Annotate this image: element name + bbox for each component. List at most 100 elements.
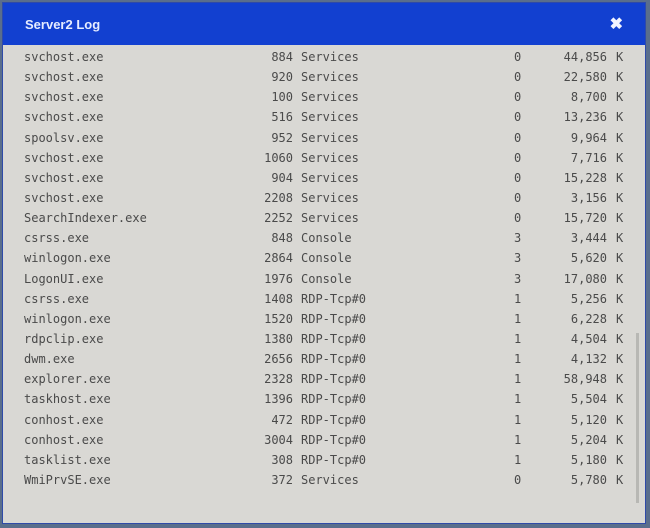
- session-name: RDP-Tcp#0: [301, 331, 367, 346]
- memory-usage: 8,700: [570, 90, 607, 105]
- memory-unit: K: [616, 412, 624, 427]
- memory-unit: K: [616, 472, 624, 487]
- process-name: svchost.exe: [24, 90, 104, 105]
- session-name: RDP-Tcp#0: [301, 412, 367, 427]
- table-row: svchost.exe 516 Services 0 13,236 K: [3, 107, 645, 127]
- memory-usage: 3,156: [570, 190, 607, 205]
- memory-usage: 4,132: [570, 352, 607, 367]
- server-log-dialog: Server2 Log ✖ svchost.exe 884 Services 0 44,…: [2, 2, 646, 524]
- process-pid: 3004: [264, 432, 293, 447]
- session-number: 1: [514, 291, 522, 306]
- session-number: 1: [514, 432, 522, 447]
- memory-unit: K: [616, 110, 624, 125]
- process-name: SearchIndexer.exe: [24, 211, 147, 226]
- process-pid: 2656: [264, 352, 293, 367]
- memory-usage: 5,120: [570, 412, 607, 427]
- process-name: svchost.exe: [24, 50, 104, 64]
- memory-usage: 22,580: [563, 70, 607, 85]
- session-name: RDP-Tcp#0: [301, 291, 367, 306]
- session-name: Console: [301, 271, 352, 286]
- memory-unit: K: [616, 452, 624, 467]
- memory-usage: 6,228: [570, 311, 607, 326]
- title-bar: Server2 Log ✖: [3, 3, 645, 45]
- process-name: WmiPrvSE.exe: [24, 472, 111, 487]
- process-pid: 904: [271, 170, 293, 185]
- session-number: 1: [514, 412, 522, 427]
- session-name: Services: [301, 90, 359, 105]
- session-name: RDP-Tcp#0: [301, 352, 367, 367]
- session-number: 3: [514, 251, 522, 266]
- memory-unit: K: [616, 271, 624, 286]
- process-pid: 920: [271, 70, 293, 85]
- process-pid: 516: [271, 110, 293, 125]
- memory-unit: K: [616, 311, 624, 326]
- memory-usage: 17,080: [563, 271, 607, 286]
- process-pid: 2252: [264, 211, 293, 226]
- table-row: tasklist.exe 308 RDP-Tcp#0 1 5,180 K: [3, 450, 645, 470]
- memory-unit: K: [616, 70, 624, 85]
- table-row: LogonUI.exe 1976 Console 3 17,080 K: [3, 269, 645, 289]
- memory-unit: K: [616, 90, 624, 105]
- process-name: svchost.exe: [24, 190, 104, 205]
- session-number: 1: [514, 452, 522, 467]
- close-icon[interactable]: ✖: [609, 16, 623, 33]
- process-pid: 952: [271, 130, 293, 145]
- process-pid: 2208: [264, 190, 293, 205]
- memory-usage: 5,180: [570, 452, 607, 467]
- process-name: conhost.exe: [24, 412, 104, 427]
- session-number: 0: [514, 130, 522, 145]
- session-name: RDP-Tcp#0: [301, 432, 367, 447]
- process-name: explorer.exe: [24, 372, 111, 387]
- memory-usage: 13,236: [563, 110, 607, 125]
- process-pid: 372: [271, 472, 293, 487]
- memory-unit: K: [616, 291, 624, 306]
- process-pid: 1396: [264, 392, 293, 407]
- process-name: svchost.exe: [24, 170, 104, 185]
- process-pid: 1976: [264, 271, 293, 286]
- process-name: dwm.exe: [24, 352, 75, 367]
- process-pid: 1520: [264, 311, 293, 326]
- process-pid: 2328: [264, 372, 293, 387]
- session-name: RDP-Tcp#0: [301, 452, 367, 467]
- process-pid: 848: [271, 231, 293, 246]
- session-name: Services: [301, 110, 359, 125]
- memory-unit: K: [616, 372, 624, 387]
- scrollbar[interactable]: [636, 333, 639, 503]
- memory-unit: K: [616, 432, 624, 447]
- table-row: winlogon.exe 2864 Console 3 5,620 K: [3, 248, 645, 268]
- memory-usage: 4,504: [570, 331, 607, 346]
- memory-usage: 5,620: [570, 251, 607, 266]
- memory-usage: 15,228: [563, 170, 607, 185]
- process-name: spoolsv.exe: [24, 130, 104, 145]
- table-row: svchost.exe 1060 Services 0 7,716 K: [3, 148, 645, 168]
- table-row: winlogon.exe 1520 RDP-Tcp#0 1 6,228 K: [3, 309, 645, 329]
- process-name: LogonUI.exe: [24, 271, 104, 286]
- process-name: csrss.exe: [24, 291, 90, 306]
- table-row: conhost.exe 472 RDP-Tcp#0 1 5,120 K: [3, 410, 645, 430]
- session-number: 3: [514, 271, 522, 286]
- process-name: csrss.exe: [24, 231, 90, 246]
- process-name: svchost.exe: [24, 150, 104, 165]
- process-name: taskhost.exe: [24, 392, 111, 407]
- memory-unit: K: [616, 50, 624, 64]
- table-row: explorer.exe 2328 RDP-Tcp#0 1 58,948 K: [3, 369, 645, 389]
- session-name: Services: [301, 190, 359, 205]
- table-row: spoolsv.exe 952 Services 0 9,964 K: [3, 128, 645, 148]
- memory-usage: 44,856: [563, 50, 607, 64]
- memory-usage: 5,780: [570, 472, 607, 487]
- table-row: svchost.exe 920 Services 0 22,580 K: [3, 67, 645, 87]
- process-pid: 1060: [264, 150, 293, 165]
- memory-unit: K: [616, 130, 624, 145]
- session-name: Services: [301, 211, 359, 226]
- process-pid: 308: [271, 452, 293, 467]
- session-number: 0: [514, 90, 522, 105]
- table-row: svchost.exe 904 Services 0 15,228 K: [3, 168, 645, 188]
- process-pid: 1380: [264, 331, 293, 346]
- process-name: tasklist.exe: [24, 452, 111, 467]
- process-name: rdpclip.exe: [24, 331, 104, 346]
- table-row: WmiPrvSE.exe 372 Services 0 5,780 K: [3, 470, 645, 490]
- process-pid: 100: [271, 90, 293, 105]
- session-name: RDP-Tcp#0: [301, 372, 367, 387]
- process-name: winlogon.exe: [24, 311, 111, 326]
